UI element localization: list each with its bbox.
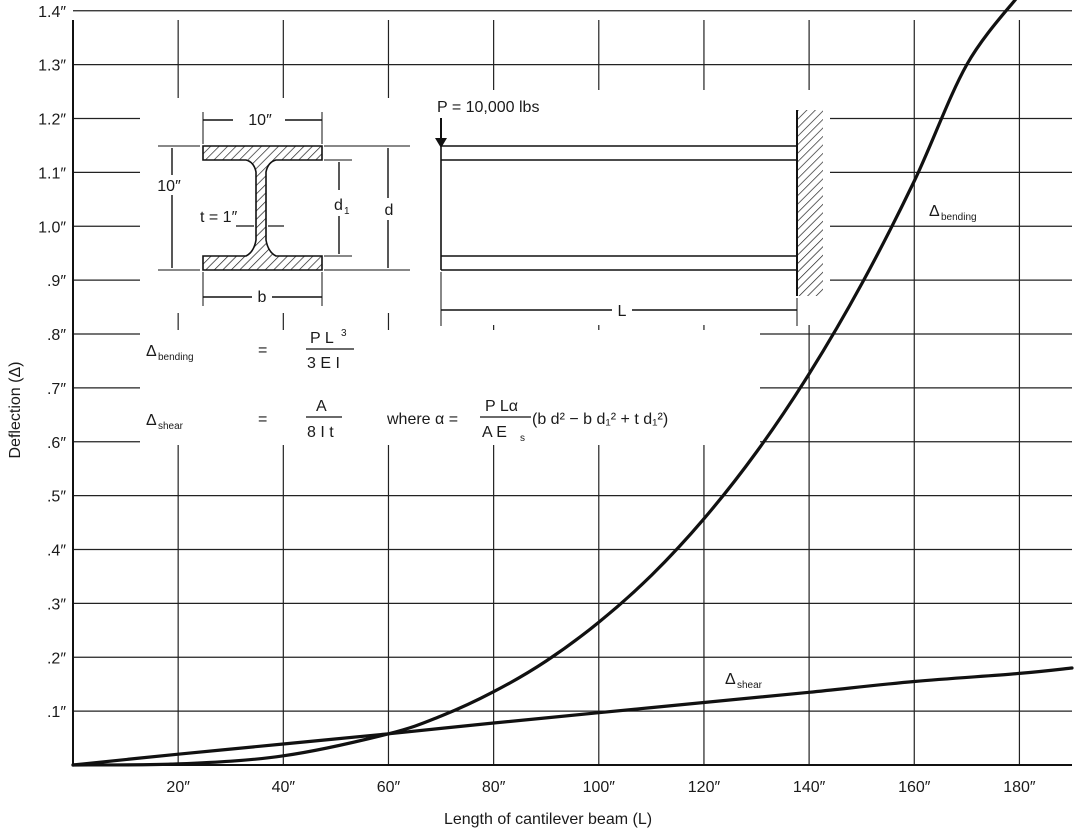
y-tick-label-0: .1″: [47, 704, 66, 721]
dim-top-label: 10″: [248, 112, 272, 129]
dim-b-label: b: [258, 289, 267, 306]
dim-left-label-bg: [155, 175, 183, 195]
eq-shear-lhs-sub: shear: [158, 421, 184, 432]
i-beam-shape: [202, 145, 323, 271]
series-line-shear: [71, 666, 1074, 767]
dim-d1-label-bg: [330, 190, 352, 216]
y-tick-label-8: .9″: [47, 273, 66, 290]
eq-shear-num: A: [316, 398, 327, 415]
eq-shear-equals: =: [258, 411, 267, 428]
series-lines: [71, 0, 1074, 767]
y-tick-label-13: 1.4″: [38, 4, 66, 21]
eq-bending-num-sup: 3: [341, 328, 347, 339]
eq-shear-den2-sub: s: [520, 433, 525, 444]
x-tick-label-1: 40″: [272, 779, 296, 796]
x-tick-label-2: 60″: [377, 779, 401, 796]
x-tick-label-4: 100″: [583, 779, 616, 796]
load-arrow-head: [435, 138, 447, 148]
y-tick-label-9: 1.0″: [38, 219, 66, 236]
dim-L-label: L: [618, 303, 627, 320]
eq-bending-lhs-sub: bending: [158, 352, 194, 363]
eq-bending-num: P L: [310, 330, 334, 347]
dim-top-label-bg: [233, 108, 285, 130]
dim-L-label-bg: [612, 299, 632, 321]
y-tick-label-3: .4″: [47, 543, 66, 560]
eq-bending-lhs: Δ: [146, 343, 157, 360]
eq-bending-equals: =: [258, 342, 267, 359]
x-tick-label-8: 180″: [1003, 779, 1036, 796]
y-tick-label-1: .2″: [47, 650, 66, 667]
dim-d-label: d: [385, 202, 394, 219]
y-tick-label-6: .7″: [47, 381, 66, 398]
y-axis-title: Deflection (Δ): [7, 362, 24, 459]
x-axis-title: Length of cantilever beam (L): [444, 811, 652, 828]
series-line-bending: [71, 0, 1018, 767]
y-tick-label-5: .6″: [47, 435, 66, 452]
load-label: P = 10,000 lbs: [437, 99, 539, 116]
label-bending-main: Δ: [929, 203, 940, 220]
x-tick-label-3: 80″: [482, 779, 506, 796]
dim-d1-label: d: [334, 197, 343, 214]
label-shear: Δ shear: [725, 671, 763, 691]
y-tick-labels: .1″ .2″ .3″ .4″ .5″ .6″ .7″ .8″ .9″ 1.0″ 1.1″ 1.2″ 1…: [38, 4, 66, 721]
inset-bg-beam: [430, 90, 830, 325]
y-tick-label-11: 1.2″: [38, 112, 66, 129]
y-tick-label-10: 1.1″: [38, 165, 66, 182]
wall-support: [797, 110, 823, 296]
x-tick-label-0: 20″: [166, 779, 190, 796]
eq-shear-expr: (b d² − b d₁² + t d₁²): [532, 411, 668, 428]
eq-shear-num2: P Lα: [485, 398, 518, 415]
x-tick-label-7: 160″: [898, 779, 931, 796]
y-tick-label-2: .3″: [47, 596, 66, 613]
eq-bending-den: 3 E I: [307, 355, 340, 372]
y-tick-label-7: .8″: [47, 327, 66, 344]
i-beam-section: 10″ 10″ t = 1″ d 1 d b: [155, 108, 410, 306]
dim-left-label: 10″: [157, 178, 181, 195]
x-tick-label-6: 140″: [793, 779, 826, 796]
eq-shear-where: where α =: [386, 411, 458, 428]
eq-shear-den2: A E: [482, 424, 507, 441]
label-bending: Δ bending: [929, 203, 977, 223]
inset-bg-equations: [140, 330, 760, 445]
y-tick-label-12: 1.3″: [38, 58, 66, 75]
equation-bending: Δ bending = P L 3 3 E I: [146, 328, 354, 372]
x-tick-label-5: 120″: [688, 779, 721, 796]
label-shear-sub: shear: [737, 680, 763, 691]
equation-shear: Δ shear = A 8 I t where α = P Lα A E s (…: [146, 398, 668, 444]
x-tick-labels: 20″ 40″ 60″ 80″ 100″ 120″ 140″ 160″ 180″: [166, 779, 1036, 796]
label-bending-sub: bending: [941, 212, 977, 223]
eq-shear-lhs: Δ: [146, 412, 157, 429]
dim-d-label-bg: [380, 198, 398, 220]
y-tick-label-4: .5″: [47, 489, 66, 506]
dim-d1-sub: 1: [344, 206, 350, 217]
dim-web-label: t = 1″: [200, 209, 238, 226]
eq-shear-den: 8 I t: [307, 424, 334, 441]
cantilever-diagram: P = 10,000 lbs L: [435, 99, 823, 326]
dim-b-label-bg: [252, 286, 272, 306]
label-shear-main: Δ: [725, 671, 736, 688]
